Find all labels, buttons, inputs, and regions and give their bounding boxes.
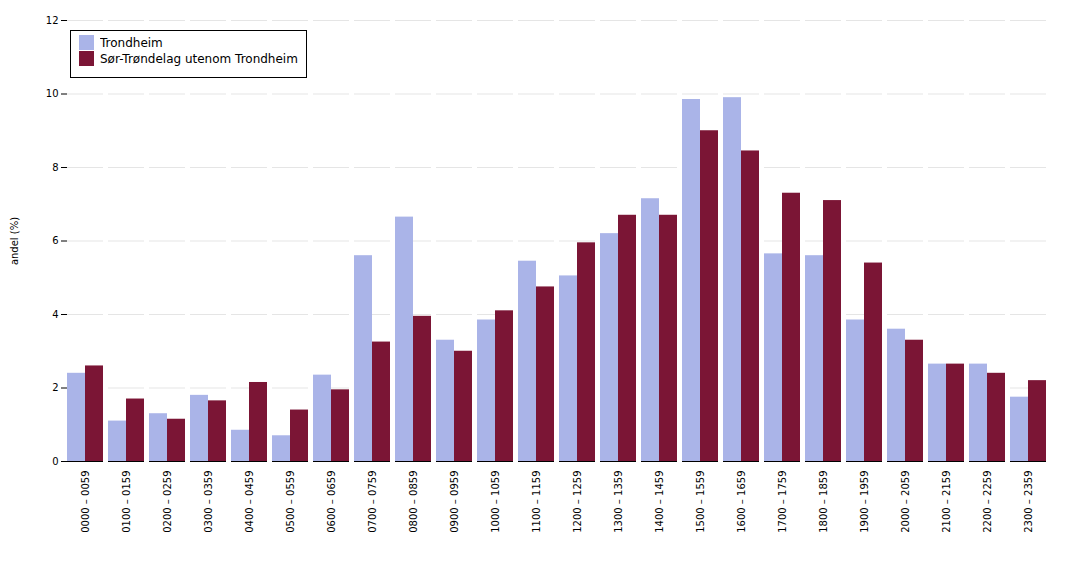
svg-text:2300 – 2359: 2300 – 2359: [1023, 471, 1034, 533]
svg-text:1100 – 1159: 1100 – 1159: [531, 471, 542, 533]
svg-text:6: 6: [52, 235, 58, 246]
svg-text:0700 – 0759: 0700 – 0759: [367, 471, 378, 533]
svg-text:1000 – 1059: 1000 – 1059: [490, 471, 501, 533]
html-text:Sør-Trøndelag utenom Trondheim: Sør-Trøndelag utenom Trondheim: [100, 51, 298, 66]
svg-text:2: 2: [52, 382, 58, 393]
svg-text:1400 – 1459: 1400 – 1459: [654, 471, 665, 533]
svg-text:0: 0: [52, 456, 58, 467]
svg-text:2100 – 2159: 2100 – 2159: [941, 471, 952, 533]
html-text:Trondheim: Trondheim: [100, 35, 163, 50]
svg-text:0600 – 0659: 0600 – 0659: [326, 471, 337, 533]
svg-text:0300 – 0359: 0300 – 0359: [203, 471, 214, 533]
svg-text:0400 – 0459: 0400 – 0459: [244, 471, 255, 533]
svg-text:1500 – 1559: 1500 – 1559: [695, 471, 706, 533]
svg-text:2200 – 2259: 2200 – 2259: [982, 471, 993, 533]
svg-text:1300 – 1359: 1300 – 1359: [613, 471, 624, 533]
svg-text:4: 4: [52, 309, 58, 320]
svg-text:0900 – 0959: 0900 – 0959: [449, 471, 460, 533]
svg-text:1600 – 1659: 1600 – 1659: [736, 471, 747, 533]
svg-text:1200 – 1259: 1200 – 1259: [572, 471, 583, 533]
svg-text:1900 – 1959: 1900 – 1959: [859, 471, 870, 533]
svg-text:8: 8: [52, 162, 58, 173]
svg-text:1800 – 1859: 1800 – 1859: [818, 471, 829, 533]
svg-text:andel (%): andel (%): [9, 217, 20, 265]
svg-text:0000 – 0059: 0000 – 0059: [80, 471, 91, 533]
svg-text:10: 10: [46, 88, 59, 99]
svg-text:0100 – 0159: 0100 – 0159: [121, 471, 132, 533]
svg-text:0500 – 0559: 0500 – 0559: [285, 471, 296, 533]
svg-text:12: 12: [46, 15, 59, 26]
svg-text:0200 – 0259: 0200 – 0259: [162, 471, 173, 533]
svg-text:2000 – 2059: 2000 – 2059: [900, 471, 911, 533]
svg-text:0800 – 0859: 0800 – 0859: [408, 471, 419, 533]
svg-text:1700 – 1759: 1700 – 1759: [777, 471, 788, 533]
